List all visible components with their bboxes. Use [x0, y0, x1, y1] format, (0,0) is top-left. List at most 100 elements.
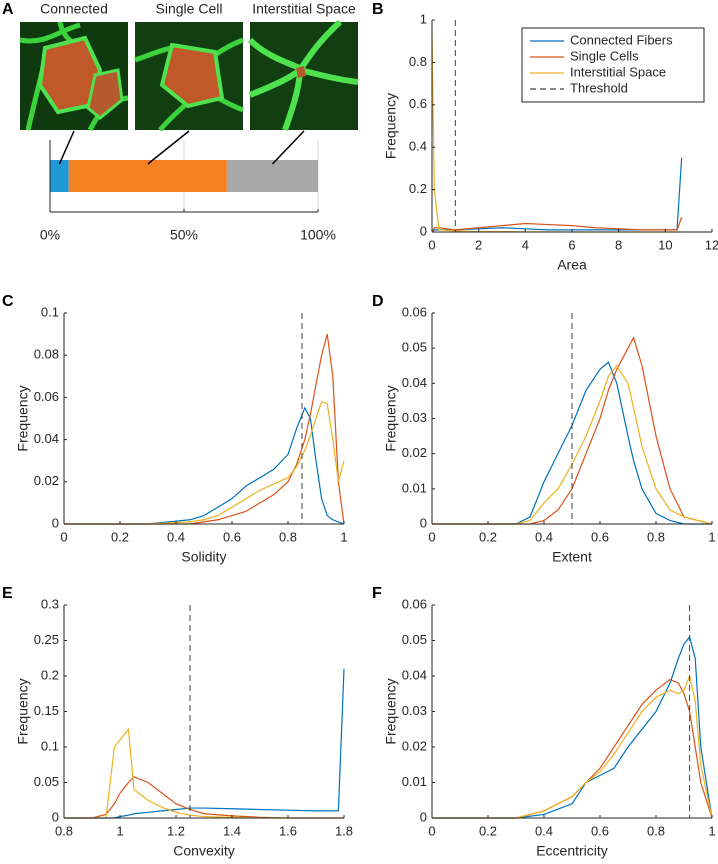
connector [271, 130, 305, 165]
legend-label: Threshold [570, 80, 628, 95]
y-tick-label: 0.1 [41, 304, 59, 319]
series-line [431, 157, 683, 233]
micrograph-interstitial [247, 19, 359, 131]
x-tick-label: 50% [170, 227, 198, 243]
x-axis-label: Eccentricity [536, 843, 608, 859]
x-tick-label: 4 [522, 237, 529, 252]
series-line [432, 336, 713, 525]
x-tick-label: 100% [300, 227, 336, 243]
bar-segment [68, 160, 227, 192]
x-tick-label: 0.8 [279, 529, 297, 544]
y-tick-label: 0.15 [34, 703, 59, 718]
bar-segment [50, 160, 69, 192]
x-tick-label: 1.8 [335, 823, 353, 838]
y-tick-label: 1 [420, 11, 427, 26]
x-tick-label: 1 [708, 529, 715, 544]
x-tick-label: 1.2 [167, 823, 185, 838]
y-axis-label: Frequency [383, 93, 399, 159]
series-line [64, 333, 345, 525]
y-axis-label: Frequency [15, 385, 31, 451]
legend-box [521, 27, 705, 103]
series-line [64, 406, 345, 525]
x-tick-label: 0.4 [167, 529, 185, 544]
x-tick-label: 0% [40, 227, 60, 243]
image-title: Single Cell [156, 1, 223, 17]
connector [58, 130, 75, 165]
y-tick-label: 0.02 [34, 473, 59, 488]
x-tick-label: 1.4 [223, 823, 241, 838]
micrograph-connected [19, 21, 129, 132]
x-tick-label: 2 [475, 237, 482, 252]
y-tick-label: 0.4 [409, 139, 427, 154]
x-tick-label: 0 [428, 823, 435, 838]
x-axis-label: Solidity [181, 549, 226, 565]
series-line [64, 400, 345, 525]
series-line [64, 727, 344, 819]
x-tick-label: 1 [708, 823, 715, 838]
x-tick-label: 0 [60, 529, 67, 544]
x-tick-label: 1 [340, 529, 347, 544]
y-tick-label: 0.2 [409, 181, 427, 196]
series-line [432, 364, 713, 525]
y-tick-label: 0 [52, 809, 59, 824]
bar-segment [226, 160, 318, 192]
x-tick-label: 0.4 [535, 823, 553, 838]
y-tick-label: 0 [420, 223, 427, 238]
series-line [432, 673, 713, 819]
x-tick-label: 0 [428, 237, 435, 252]
x-tick-label: 6 [568, 237, 575, 252]
series-line [64, 776, 344, 819]
x-tick-label: 0.8 [55, 823, 73, 838]
y-tick-label: 0 [420, 809, 427, 824]
y-tick-label: 0.25 [34, 632, 59, 647]
x-tick-label: 0.6 [591, 823, 609, 838]
y-tick-label: 0.06 [402, 596, 427, 611]
y-tick-label: 0.03 [402, 410, 427, 425]
panel-letter: F [372, 585, 382, 602]
y-tick-label: 0.06 [402, 304, 427, 319]
y-tick-label: 0.3 [41, 596, 59, 611]
image-title: Connected [40, 1, 108, 17]
x-tick-label: 0.2 [479, 823, 497, 838]
y-tick-label: 0.01 [402, 774, 427, 789]
x-tick-label: 1.6 [279, 823, 297, 838]
y-tick-label: 0.08 [34, 347, 59, 362]
panel-letter: C [2, 293, 14, 310]
micrographs [19, 19, 359, 132]
x-tick-label: 0.4 [535, 529, 553, 544]
x-tick-label: 0 [428, 529, 435, 544]
micrograph-single-cell [134, 22, 244, 132]
y-tick-label: 0.05 [34, 774, 59, 789]
x-axis-label: Area [557, 257, 587, 273]
y-tick-label: 0.06 [34, 389, 59, 404]
connector [147, 130, 190, 165]
x-tick-label: 0.8 [647, 529, 665, 544]
y-tick-label: 0 [52, 515, 59, 530]
y-tick-label: 0.03 [402, 703, 427, 718]
y-tick-label: 0.01 [402, 480, 427, 495]
y-axis-label: Frequency [15, 678, 31, 744]
x-axis-label: Extent [552, 549, 592, 565]
legend-label: Connected Fibers [570, 32, 673, 47]
legend-label: Interstitial Space [570, 64, 666, 79]
y-tick-label: 0.8 [409, 54, 427, 69]
x-tick-label: 0.2 [479, 529, 497, 544]
y-tick-label: 0.04 [402, 375, 427, 390]
y-axis-label: Frequency [383, 678, 399, 744]
panel-letter: D [372, 293, 384, 310]
panel-letter: B [372, 1, 384, 18]
x-tick-label: 0.6 [223, 529, 241, 544]
y-tick-label: 0.2 [41, 667, 59, 682]
x-tick-label: 1 [116, 823, 123, 838]
x-tick-label: 8 [615, 237, 622, 252]
image-title: Interstitial Space [252, 1, 356, 17]
y-tick-label: 0.02 [402, 738, 427, 753]
x-tick-label: 0.2 [111, 529, 129, 544]
series-line [431, 216, 683, 233]
series-line [432, 635, 713, 819]
panel-letter: A [2, 1, 14, 18]
x-tick-label: 0.6 [591, 529, 609, 544]
series-line [432, 361, 712, 525]
